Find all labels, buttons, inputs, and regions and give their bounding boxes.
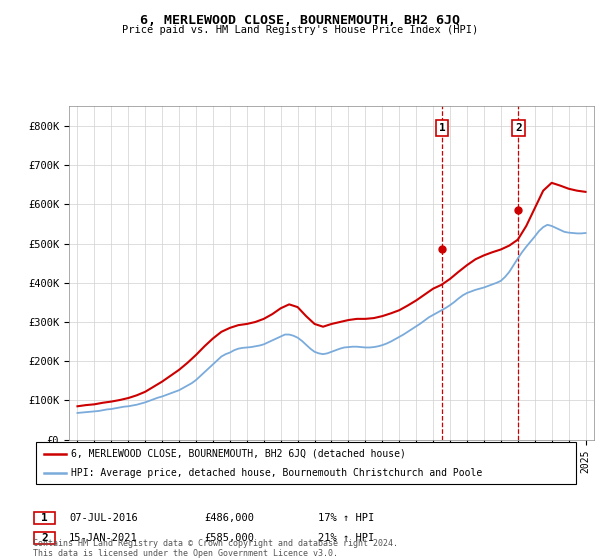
Text: 17% ↑ HPI: 17% ↑ HPI: [318, 513, 374, 523]
FancyBboxPatch shape: [34, 531, 55, 544]
Text: 1: 1: [41, 513, 48, 523]
Text: 2: 2: [41, 533, 48, 543]
Text: 1: 1: [439, 123, 445, 133]
Text: £486,000: £486,000: [204, 513, 254, 523]
Text: HPI: Average price, detached house, Bournemouth Christchurch and Poole: HPI: Average price, detached house, Bour…: [71, 468, 482, 478]
Text: Contains HM Land Registry data © Crown copyright and database right 2024.
This d: Contains HM Land Registry data © Crown c…: [33, 539, 398, 558]
Text: £585,000: £585,000: [204, 533, 254, 543]
Text: 15-JAN-2021: 15-JAN-2021: [69, 533, 138, 543]
Text: 6, MERLEWOOD CLOSE, BOURNEMOUTH, BH2 6JQ: 6, MERLEWOOD CLOSE, BOURNEMOUTH, BH2 6JQ: [140, 14, 460, 27]
FancyBboxPatch shape: [36, 442, 576, 484]
Text: 07-JUL-2016: 07-JUL-2016: [69, 513, 138, 523]
FancyBboxPatch shape: [34, 512, 55, 524]
Text: 21% ↑ HPI: 21% ↑ HPI: [318, 533, 374, 543]
Text: Price paid vs. HM Land Registry's House Price Index (HPI): Price paid vs. HM Land Registry's House …: [122, 25, 478, 35]
Text: 6, MERLEWOOD CLOSE, BOURNEMOUTH, BH2 6JQ (detached house): 6, MERLEWOOD CLOSE, BOURNEMOUTH, BH2 6JQ…: [71, 449, 406, 459]
Text: 2: 2: [515, 123, 522, 133]
